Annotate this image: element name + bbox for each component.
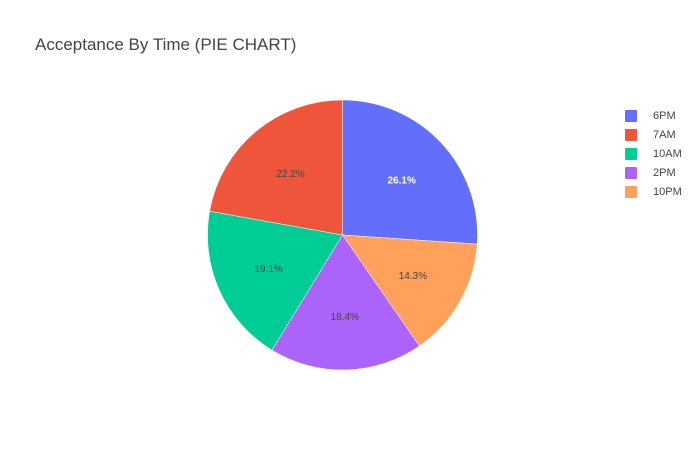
legend-item-10am[interactable]: 10AM [625,144,682,163]
legend-swatch [625,128,637,141]
legend-swatch [625,185,637,198]
legend-swatch [625,147,637,160]
legend-swatch [625,166,637,179]
pie-labels: 26.1% 14.3% 18.4% 19.1% 22.2% [254,169,427,323]
pie-slice-7am[interactable] [209,99,343,236]
legend-label: 10AM [653,147,682,160]
legend-item-2pm[interactable]: 2PM [625,163,682,182]
legend: 6PM 7AM 10AM 2PM 10PM [625,106,682,201]
legend-label: 2PM [653,166,676,179]
legend-label: 10PM [653,185,682,198]
pie-slice-10pm[interactable] [341,234,478,347]
slice-label-10pm: 14.3% [399,271,427,282]
pie-slice-10am[interactable] [207,210,343,351]
pie-slice-6pm[interactable] [342,99,478,245]
legend-swatch [625,109,637,122]
legend-item-6pm[interactable]: 6PM [625,106,682,125]
legend-label: 7AM [653,128,676,141]
pie-slices [207,99,478,371]
slice-label-6pm: 26.1% [387,176,415,187]
legend-item-7am[interactable]: 7AM [625,125,682,144]
legend-label: 6PM [653,109,676,122]
chart-title: Acceptance By Time (PIE CHART) [35,35,297,54]
slice-label-7am: 22.2% [276,169,304,180]
pie-slice-2pm[interactable] [271,234,420,371]
slice-label-10am: 19.1% [254,264,282,275]
legend-item-10pm[interactable]: 10PM [625,182,682,201]
slice-label-2pm: 18.4% [331,312,359,323]
